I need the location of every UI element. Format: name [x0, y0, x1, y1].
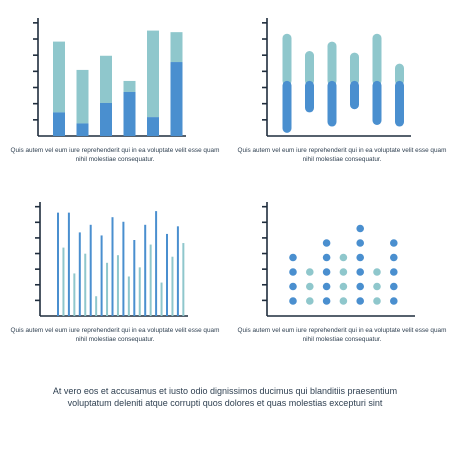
- capsule-bottom-dark: [372, 80, 382, 125]
- bar-segment-dark: [100, 102, 112, 136]
- bar-segment-dark: [76, 123, 89, 136]
- thin-bar: [160, 282, 163, 316]
- dot-dark: [356, 268, 364, 276]
- thin-bar: [89, 224, 92, 316]
- bar-segment-light: [53, 41, 65, 113]
- thin-bar: [149, 244, 152, 316]
- bar-segment-dark: [170, 62, 183, 137]
- chart-panel-3: Quis autem vel eum iure reprehenderit qu…: [0, 190, 225, 360]
- bar-segment-light: [76, 69, 89, 124]
- chart-caption-4: Quis autem vel eum iure reprehenderit qu…: [237, 327, 447, 343]
- dot-dark: [322, 297, 331, 305]
- dot-dark: [322, 253, 331, 262]
- dot-dark: [356, 282, 364, 291]
- thin-bar: [67, 212, 70, 316]
- dot-dark: [322, 239, 331, 247]
- dot-dark: [289, 297, 297, 305]
- dot-plot-chart: [262, 202, 415, 317]
- chart-caption-3: Quis autem vel eum iure reprehenderit qu…: [10, 327, 220, 343]
- thin-bar: [57, 212, 59, 316]
- bar-segment-light: [147, 30, 159, 118]
- bar-segment-light: [100, 55, 112, 103]
- bar-segment-light: [170, 32, 183, 63]
- dot-light: [306, 268, 314, 276]
- dot-light: [339, 297, 348, 305]
- dot-dark: [289, 253, 297, 262]
- dot-light: [339, 282, 348, 291]
- thin-bar: [182, 243, 185, 316]
- capsule-bottom-dark: [327, 80, 337, 127]
- thin-bar: [155, 211, 158, 316]
- capsule-bottom-dark: [305, 80, 314, 113]
- chart-caption-2: Quis autem vel eum iure reprehenderit qu…: [237, 147, 447, 163]
- chart-panel-1: Quis autem vel eum iure reprehenderit qu…: [0, 0, 225, 190]
- dot-light: [339, 268, 348, 276]
- capsule-top-light: [372, 33, 382, 86]
- dot-light: [373, 297, 381, 305]
- dot-dark: [356, 224, 364, 233]
- thin-bar: [116, 255, 119, 316]
- capsule-top-light: [395, 63, 404, 86]
- dot-dark: [356, 253, 364, 262]
- capsule-bottom-dark: [282, 80, 292, 133]
- bar-segment-dark: [53, 112, 65, 136]
- capsule-bottom-dark: [395, 80, 404, 127]
- thin-bar: [100, 235, 103, 316]
- capsule-bottom-dark: [350, 80, 359, 110]
- dot-dark: [356, 239, 364, 247]
- rounded-bar-chart: [262, 18, 411, 137]
- dot-dark: [390, 268, 398, 276]
- dot-dark: [390, 239, 398, 247]
- capsule-top-light: [350, 52, 359, 86]
- chart-panel-4: Quis autem vel eum iure reprehenderit qu…: [225, 190, 450, 360]
- thin-bar-chart: [35, 202, 188, 317]
- thin-bar: [122, 221, 125, 316]
- bar-segment-dark: [147, 117, 159, 136]
- thin-bar: [138, 267, 141, 316]
- dot-light: [306, 282, 314, 291]
- chart-panel-2: Quis autem vel eum iure reprehenderit qu…: [225, 0, 450, 190]
- thin-bar: [84, 253, 87, 316]
- dot-dark: [390, 282, 398, 291]
- thin-bar: [133, 240, 136, 316]
- dot-dark: [356, 297, 364, 305]
- dot-light: [306, 297, 314, 305]
- dot-light: [339, 253, 348, 262]
- thin-bar: [78, 232, 81, 316]
- dot-dark: [322, 282, 331, 291]
- thin-bar: [62, 247, 65, 316]
- thin-bar: [144, 224, 147, 316]
- dot-dark: [289, 268, 297, 276]
- dot-dark: [322, 268, 331, 276]
- thin-bar: [95, 296, 98, 316]
- thin-bar: [127, 276, 130, 316]
- thin-bar: [176, 226, 179, 316]
- capsule-top-light: [327, 41, 337, 86]
- footer-text: At vero eos et accusamus et iusto odio d…: [52, 386, 398, 408]
- thin-bar: [73, 273, 76, 316]
- dot-dark: [390, 253, 398, 262]
- thin-bar: [111, 217, 114, 316]
- capsule-top-light: [305, 51, 314, 86]
- thin-bar: [166, 233, 168, 316]
- bar-segment-dark: [123, 91, 136, 136]
- dot-light: [373, 282, 381, 291]
- stacked-bar-chart: [33, 18, 186, 137]
- dot-dark: [390, 297, 398, 305]
- chart-caption-1: Quis autem vel eum iure reprehenderit qu…: [10, 147, 220, 163]
- dot-light: [373, 268, 381, 276]
- capsule-top-light: [282, 33, 292, 86]
- dot-dark: [289, 282, 297, 291]
- thin-bar: [171, 256, 174, 316]
- bar-segment-light: [123, 80, 136, 92]
- thin-bar: [106, 262, 109, 316]
